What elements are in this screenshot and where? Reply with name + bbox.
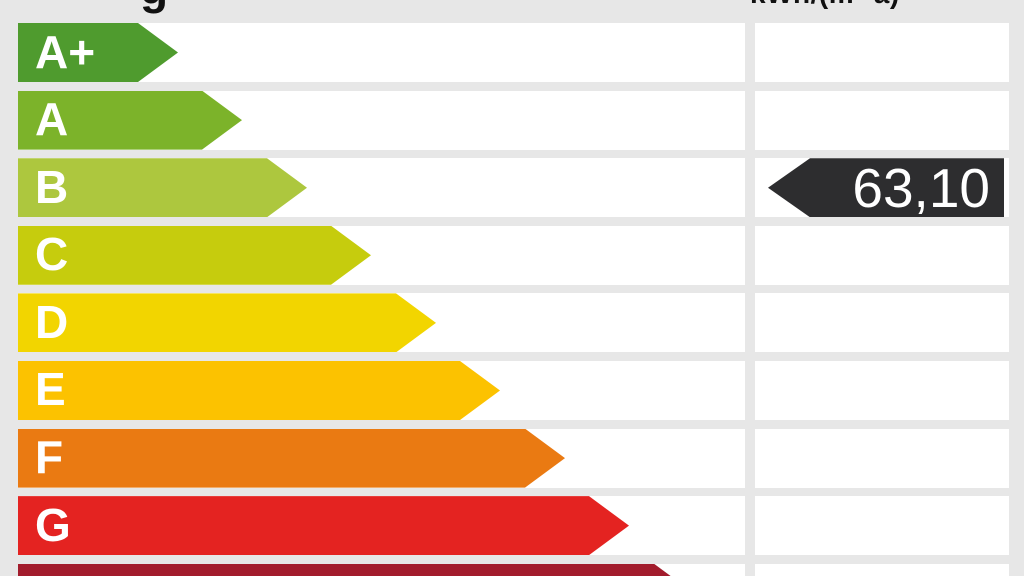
rating-arrow: A+ xyxy=(18,23,178,82)
rating-row-g: G xyxy=(0,496,1024,556)
value-cell xyxy=(755,225,1009,285)
rating-letter: G xyxy=(35,498,71,551)
rating-row-e: E xyxy=(0,360,1024,420)
value-cell xyxy=(755,496,1009,556)
value-cell xyxy=(755,90,1009,150)
rating-letter: H xyxy=(35,569,68,576)
value-cell xyxy=(755,23,1009,82)
rating-arrow: D xyxy=(18,293,436,352)
rating-arrow: A xyxy=(18,91,242,150)
rating-letter: C xyxy=(35,228,69,281)
rating-row-a: A xyxy=(0,90,1024,150)
rating-letter: F xyxy=(35,431,64,484)
rating-letter: D xyxy=(35,295,69,348)
units-label: kWh/(m²·a) xyxy=(750,0,900,10)
rating-row-c: C xyxy=(0,225,1024,285)
value-cell xyxy=(755,360,1009,420)
rating-letter: B xyxy=(35,160,69,213)
value-cell xyxy=(755,428,1009,488)
rating-row-a-plus: A+ xyxy=(0,23,1024,82)
rating-row-h: H xyxy=(0,563,1024,576)
value-cell xyxy=(755,293,1009,353)
rating-arrow: C xyxy=(18,226,371,285)
rating-row-b: 63,10 B xyxy=(0,157,1024,220)
rating-row-d: D xyxy=(0,293,1024,353)
clipped-title-text: g xyxy=(140,0,168,15)
rating-letter: A+ xyxy=(35,25,96,78)
rating-letter: E xyxy=(35,363,66,416)
value-badge: 63,10 xyxy=(768,157,1004,220)
rating-letter: A xyxy=(35,93,69,146)
rating-row-f: F xyxy=(0,428,1024,488)
rating-arrow: B xyxy=(18,158,307,217)
value-text: 63,10 xyxy=(852,157,990,220)
rating-scale: A+ A 63,10 B C xyxy=(0,23,1024,576)
value-cell: 63,10 xyxy=(755,157,1009,220)
rating-arrow: E xyxy=(18,361,500,420)
rating-arrow: G xyxy=(18,496,629,555)
rating-arrow: F xyxy=(18,429,565,488)
rating-arrow: H xyxy=(18,564,694,576)
value-cell xyxy=(755,563,1009,576)
